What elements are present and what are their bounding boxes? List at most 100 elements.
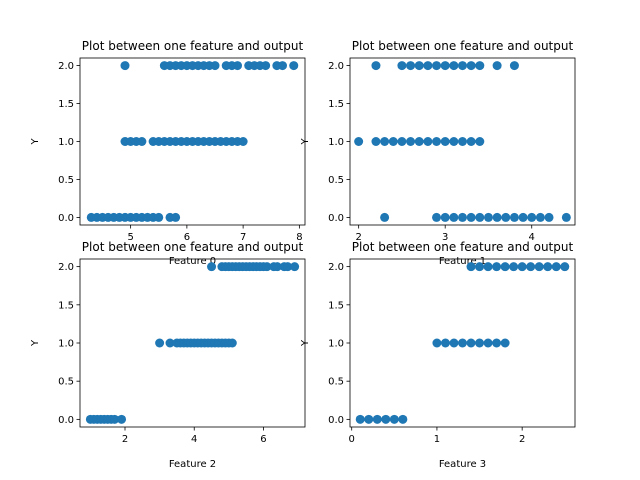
y-axis-label: Y [30,138,41,146]
scatter-point [289,61,299,71]
scatter-point [432,61,442,71]
y-tick-label: 1.5 [328,99,344,110]
y-tick-label: 0.5 [328,175,344,186]
x-tick-label: 2 [355,232,361,243]
y-tick-label: 1.5 [58,99,74,110]
scatter-point [551,262,561,272]
scatter-point [261,61,271,71]
scatter-point [509,61,519,71]
y-tick-label: 1.0 [328,339,344,350]
x-tick-label: 5 [127,232,133,243]
x-tick-label: 2 [519,434,525,445]
scatter-point [388,137,398,146]
scatter-point [397,61,407,71]
scatter-point [501,212,511,222]
scatter-point [171,212,181,222]
scatter-point [561,212,571,222]
scatter-point [238,137,248,146]
subplot-title: Plot between one feature and output [82,240,304,254]
scatter-points [354,61,571,222]
scatter-point [492,338,502,348]
subplot-title: Plot between one feature and output [352,39,574,53]
subplot-title: Plot between one feature and output [82,39,304,53]
scatter-point [534,262,544,272]
scatter-point [414,61,424,71]
x-axis-label: Feature 2 [169,459,216,470]
scatter-point [210,61,220,71]
scatter-point [466,338,476,348]
y-tick-label: 1.5 [328,300,344,311]
scatter-point [423,61,433,71]
scatter-point [466,61,476,71]
scatter-point [278,61,287,71]
scatter-point [207,262,217,272]
y-axis-label: Y [300,339,311,347]
scatter-point [466,137,476,146]
scatter-point [475,212,485,222]
scatter-point [440,137,450,146]
x-axis-label: Feature 0 [169,256,216,267]
scatter-points [355,262,570,424]
scatter-points [86,61,299,222]
scatter-point [518,212,528,222]
scatter-point [165,338,175,348]
x-tick-label: 6 [184,232,190,243]
scatter-point [290,262,300,272]
scatter-point [500,262,510,272]
x-tick-label: 1 [434,434,440,445]
scatter-point [483,212,493,222]
scatter-point [560,262,570,272]
x-tick-label: 4 [529,232,535,243]
y-tick-label: 2.0 [58,262,74,273]
scatter-point [432,338,442,348]
axes-frame [79,258,306,428]
scatter-point [509,262,519,272]
y-tick-label: 0.5 [328,377,344,388]
scatter-point [475,262,485,272]
x-tick-label: 0 [349,434,355,445]
scatter-point [354,137,364,146]
scatter-point [500,338,510,348]
scatter-point [458,338,467,348]
scatter-point [440,61,450,71]
scatter-point [475,338,485,348]
scatter-point [449,212,459,222]
scatter-point [440,338,450,348]
scatter-point [432,212,442,222]
scatter-point [432,137,442,146]
scatter-point [449,61,459,71]
x-tick-label: 7 [240,232,246,243]
y-tick-label: 2.0 [328,262,344,273]
scatter-point [137,137,147,146]
axes-frame [349,258,576,428]
y-tick-label: 2.0 [328,61,344,72]
scatter-point [492,212,502,222]
scatter-point [110,414,120,424]
scatter-point [466,262,476,272]
y-tick-label: 0.0 [58,415,74,426]
scatter-point [475,137,485,146]
x-axis-label: Feature 1 [439,256,486,267]
subplot-title: Plot between one feature and output [352,240,574,254]
scatter-point [492,262,502,272]
y-tick-label: 1.0 [328,137,344,148]
scatter-point [458,212,467,222]
scatter-point [449,338,459,348]
y-tick-label: 1.5 [58,300,74,311]
x-tick-label: 4 [191,434,197,445]
tick-marks: 0 1 2 0.0 0.5 1.0 1.5 2.0 [328,262,525,445]
scatter-point [414,137,424,146]
x-tick-label: 3 [442,232,448,243]
scatter-point [262,262,272,272]
y-tick-label: 1.0 [58,339,74,350]
scatter-point [371,137,381,146]
scatter-point [389,414,399,424]
scatter-point [483,338,493,348]
scatter-point [527,212,537,222]
scatter-point [283,262,293,272]
scatter-point [423,137,433,146]
scatter-point [371,61,381,71]
scatter-point [544,212,554,222]
